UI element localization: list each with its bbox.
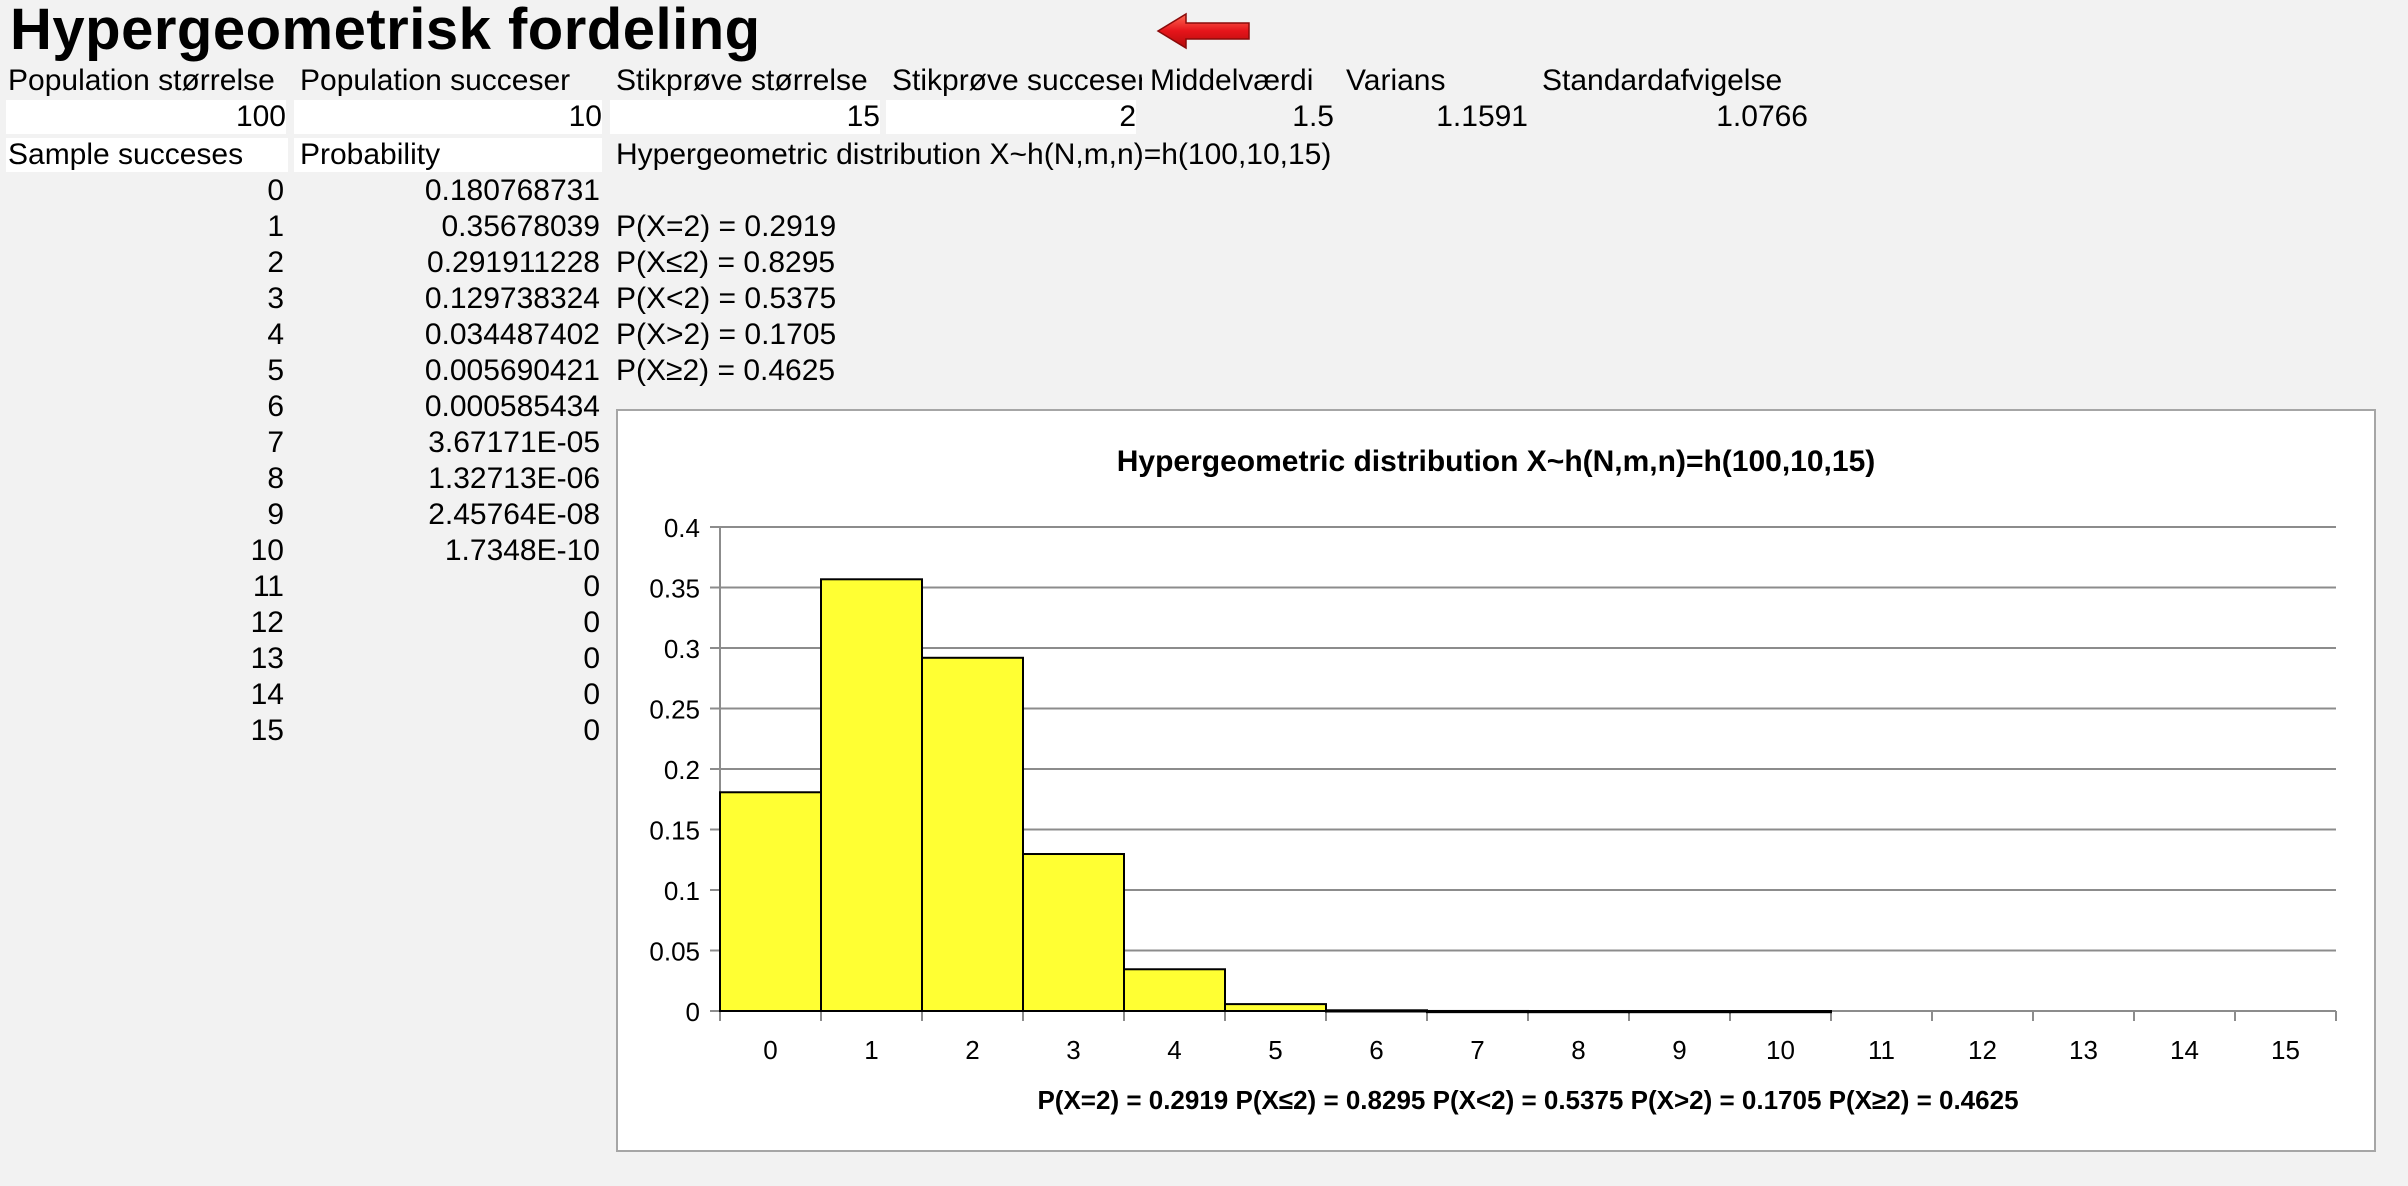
header-sample-successes: Stikprøve succeser [892,64,1142,97]
bar [820,578,923,1013]
input-sample-size[interactable]: 15 [610,100,880,134]
table-row-probability: 1.7348E-10 [444,534,600,567]
input-population-successes[interactable]: 10 [294,100,602,134]
probability-line: P(X<2) = 0.5375 [616,282,837,315]
table-row-x: 1 [267,210,284,243]
header-population-size: Population størrelse [8,64,275,97]
y-tick-label: 0.25 [649,695,700,725]
table-row-x: 9 [267,498,284,531]
table-row-x: 3 [267,282,284,315]
probability-line: P(X=2) = 0.2919 [616,210,837,243]
x-tick-label: 2 [965,1035,979,1065]
hypergeometric-bar-chart: Hypergeometric distribution X~h(N,m,n)=h… [649,445,2337,1115]
bar [1729,1010,1832,1014]
header-variance: Varians [1346,64,1446,97]
x-tick-label: 9 [1672,1035,1686,1065]
bar [1022,853,1125,1012]
x-tick-label: 11 [1868,1035,1895,1065]
table-row-probability: 0.291911228 [427,246,600,279]
red-arrow-left-icon [1156,12,1250,50]
table-header-sample-successes: Sample succeses [6,138,288,172]
table-row-probability: 0.35678039 [441,210,601,243]
y-tick-label: 0.1 [664,876,700,906]
table-row-x: 2 [267,246,284,279]
header-mean: Middelværdi [1150,64,1314,97]
table-row-x: 6 [267,390,284,423]
table-row-x: 14 [250,678,284,711]
table-row-x: 10 [250,534,284,567]
y-tick-label: 0 [686,997,700,1027]
header-population-successes: Population succeser [300,64,571,97]
variance-value: 1.1591 [1436,100,1528,133]
y-tick-label: 0.15 [649,816,700,846]
sheet-title: Hypergeometrisk fordeling [10,0,761,62]
table-row-probability: 3.67171E-05 [428,426,600,459]
table-row-probability: 0 [583,678,600,711]
table-row-x: 7 [267,426,284,459]
chart-title: Hypergeometric distribution X~h(N,m,n)=h… [1117,445,1876,478]
bar [1527,1009,1630,1014]
table-row-probability: 0 [583,570,600,603]
probability-line: P(X≤2) = 0.8295 [616,246,836,279]
distribution-label: Hypergeometric distribution X~h(N,m,n)=h… [616,138,1332,171]
table-row-probability: 0.005690421 [424,354,600,387]
table-row-x: 15 [250,714,284,747]
y-tick-label: 0.2 [664,755,700,785]
chart-area[interactable]: Hypergeometric distribution X~h(N,m,n)=h… [616,409,2376,1152]
table-row-x: 4 [267,318,284,351]
bar [1123,968,1226,1013]
x-tick-label: 3 [1066,1035,1080,1065]
bar [1426,1009,1529,1014]
probability-line: P(X>2) = 0.1705 [616,318,837,351]
input-population-size[interactable]: 100 [6,100,286,134]
table-row-x: 8 [267,462,284,495]
table-row-x: 12 [250,606,284,639]
table-row-x: 0 [267,174,284,207]
std-dev-value: 1.0766 [1716,100,1808,133]
bar [1628,1010,1731,1014]
y-tick-label: 0.05 [649,937,700,967]
y-tick-label: 0.3 [664,634,700,664]
table-row-probability: 2.45764E-08 [428,498,600,531]
table-row-x: 5 [267,354,284,387]
y-tick-label: 0.35 [649,574,700,604]
table-row-probability: 0.129738324 [424,282,600,315]
table-row-probability: 0.000585434 [424,390,600,423]
bar [1325,1009,1428,1013]
x-tick-label: 14 [2170,1035,2199,1065]
y-tick-label: 0.4 [664,513,700,543]
x-tick-label: 0 [763,1035,777,1065]
table-header-probability: Probability [294,138,602,172]
bar [921,656,1024,1012]
x-axis-label: P(X=2) = 0.2919 P(X≤2) = 0.8295 P(X<2) =… [1037,1085,2018,1115]
table-row-probability: 1.32713E-06 [428,462,600,495]
bar [719,791,822,1012]
bar [1224,1003,1327,1012]
x-tick-label: 12 [1968,1035,1997,1065]
table-row-probability: 0.180768731 [424,174,600,207]
table-row-x: 11 [252,570,284,603]
table-row-probability: 0 [583,714,600,747]
header-std-dev: Standardafvigelse [1542,64,1783,97]
x-tick-label: 5 [1268,1035,1282,1065]
mean-value: 1.5 [1292,100,1334,133]
input-sample-successes[interactable]: 2 [886,100,1136,134]
x-tick-label: 1 [864,1035,878,1065]
table-row-probability: 0 [583,606,600,639]
probability-line: P(X≥2) = 0.4625 [616,354,836,387]
x-tick-label: 7 [1470,1035,1484,1065]
header-sample-size: Stikprøve størrelse [616,64,868,97]
x-tick-label: 6 [1369,1035,1383,1065]
x-tick-label: 15 [2271,1035,2300,1065]
x-tick-label: 13 [2069,1035,2098,1065]
x-tick-label: 8 [1571,1035,1585,1065]
table-row-probability: 0.034487402 [424,318,600,351]
table-row-x: 13 [250,642,284,675]
x-tick-label: 10 [1766,1035,1795,1065]
table-row-probability: 0 [583,642,600,675]
x-tick-label: 4 [1167,1035,1181,1065]
